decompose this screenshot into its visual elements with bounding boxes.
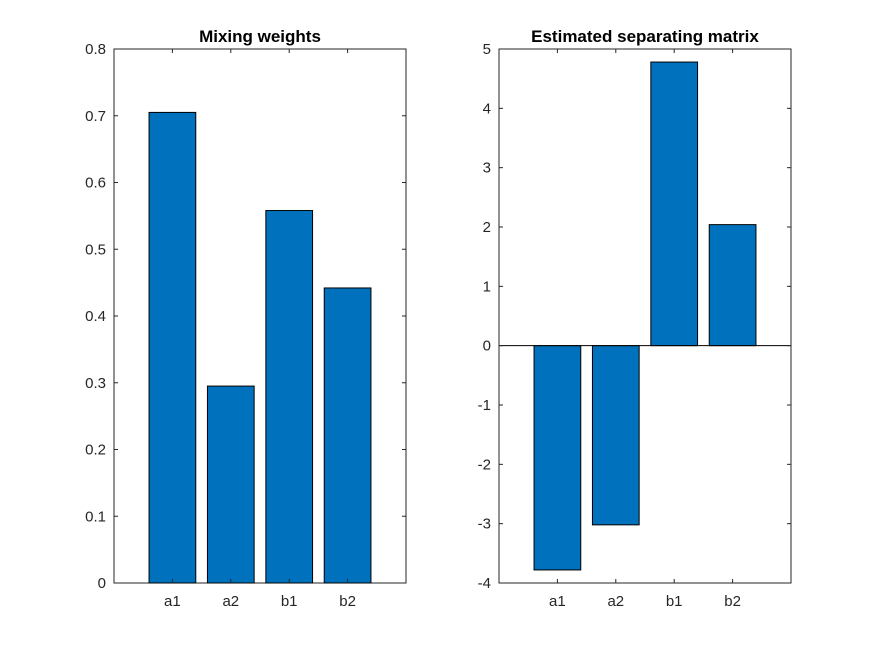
y-tick-label: 0.4 [85,308,106,325]
chart-title: Estimated separating matrix [531,27,759,46]
y-tick-label: 1 [483,278,491,295]
x-tick-label-a1: a1 [549,593,566,610]
bar-a2 [206,385,255,584]
y-tick-label: -2 [478,456,491,473]
x-tick-label-a1: a1 [164,593,181,610]
y-tick-label: 0.6 [85,175,106,192]
y-tick-label: -3 [478,516,491,533]
bar-b1 [265,210,314,584]
y-tick-label: 5 [483,41,491,58]
mixing-weights-chart: 0 0.1 0.2 0.3 0.4 0.5 0.6 0.7 0.8 a1 a2 b1 b2 Mixing … [85,27,407,610]
bar-b2 [323,287,372,584]
y-tick-label: 0.2 [85,442,106,459]
x-tick-label-b1: b1 [281,593,298,610]
y-tick-label: 0.8 [85,41,106,58]
y-tick-label: 2 [483,219,491,236]
y-tick-label: 3 [483,160,491,177]
y-tick-label: 0.5 [85,241,106,258]
y-tick-label: 4 [483,100,491,117]
y-tick-label: 0 [98,575,106,592]
x-tick-label-b1: b1 [666,593,683,610]
x-tick-label-a2: a2 [222,593,239,610]
y-tick-label: 0 [483,338,491,355]
y-tick-label: 0.1 [85,508,106,525]
y-tick-label: -4 [478,575,491,592]
bar-b1 [650,61,699,347]
y-tick-label: 0.3 [85,375,106,392]
bar-a1 [533,345,582,571]
bar-b2 [708,224,757,347]
x-tick-label-b2: b2 [339,593,356,610]
bar-a2 [591,345,640,526]
y-tick-label: -1 [478,397,491,414]
x-tick-label-b2: b2 [724,593,741,610]
bar-a1 [148,111,197,584]
y-tick-label: 0.7 [85,108,106,125]
x-tick-label-a2: a2 [607,593,624,610]
separating-matrix-chart: -4 -3 -2 -1 0 1 2 3 4 5 a1 a2 b1 b2 Estimated separati… [478,27,792,610]
chart-title: Mixing weights [199,27,321,46]
